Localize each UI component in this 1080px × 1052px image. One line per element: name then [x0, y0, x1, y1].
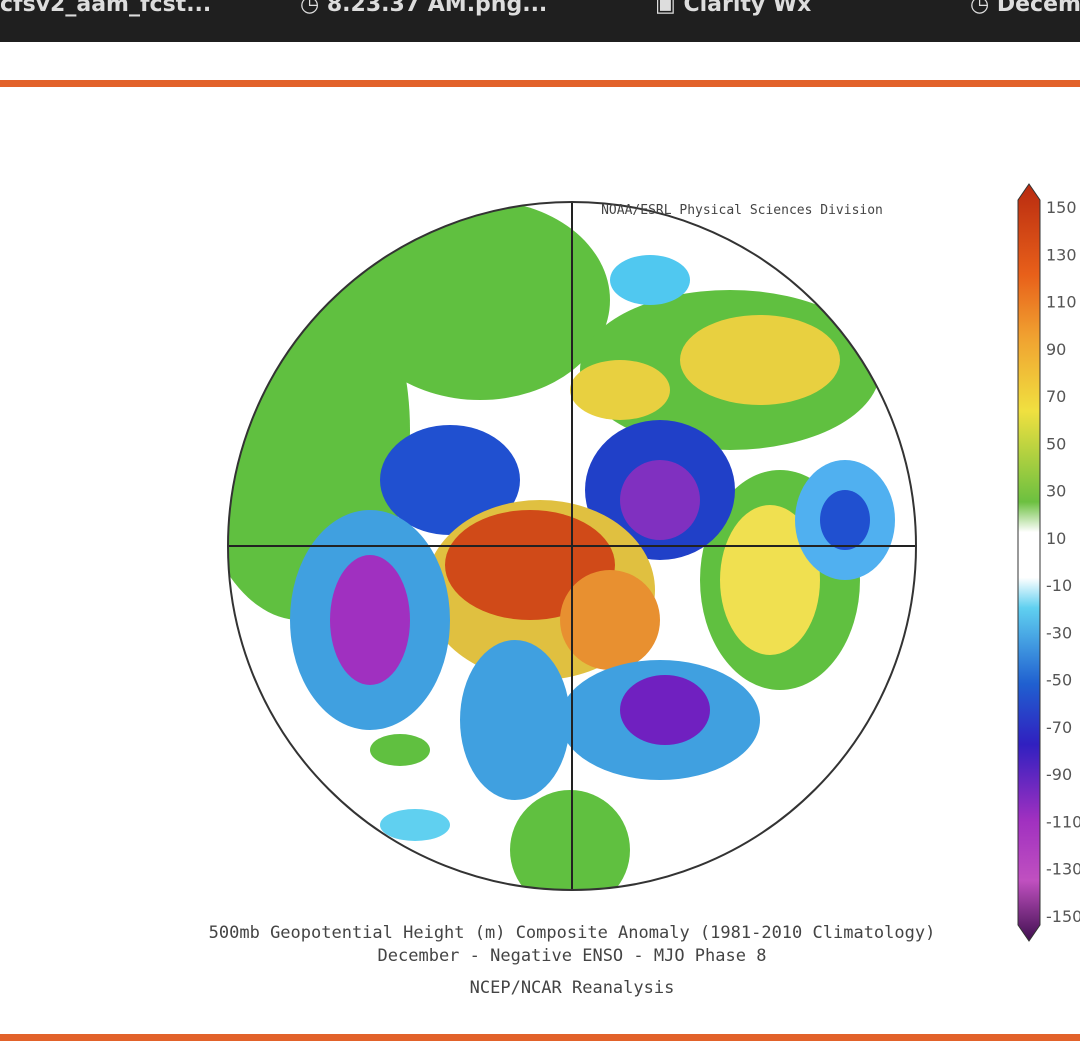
- tab-label: Decem: [996, 0, 1080, 17]
- colorbar-label: 10: [1046, 529, 1066, 548]
- colorbar-labels: 150 130 110 90 70 50 30 10 -10 -30 -50 -70 -90 -110 -1…: [1046, 198, 1080, 926]
- colorbar-label: 150: [1046, 198, 1077, 217]
- colorbar-label: 70: [1046, 387, 1066, 406]
- colorbar-label: -70: [1046, 718, 1072, 737]
- colorbar-label: -150: [1046, 907, 1080, 926]
- colorbar: [1017, 183, 1041, 942]
- colorbar-label: 110: [1046, 293, 1077, 312]
- tab[interactable]: ▣ Clarity Wx: [655, 0, 811, 17]
- caption: NCEP/NCAR Reanalysis: [470, 978, 675, 998]
- divider: [0, 80, 1080, 87]
- tab[interactable]: ◷ 8.23.37 AM.png...: [300, 0, 547, 17]
- caption: December - Negative ENSO - MJO Phase 8: [378, 946, 767, 966]
- colorbar-label: 130: [1046, 245, 1077, 264]
- colorbar-label: 50: [1046, 434, 1066, 453]
- credit: NOAA/ESRL Physical Sciences Division: [601, 203, 883, 218]
- colorbar-label: -10: [1046, 576, 1072, 595]
- tab[interactable]: ◷ Decem: [970, 0, 1080, 17]
- tab-label: 8.23.37 AM.png...: [326, 0, 548, 17]
- colorbar-label: 90: [1046, 340, 1066, 359]
- colorbar-label: -110: [1046, 812, 1080, 831]
- colorbar-label: -130: [1046, 860, 1080, 879]
- colorbar-label: -50: [1046, 671, 1072, 690]
- tab-bar: cfsv2_aam_fcst... ◷ 8.23.37 AM.png... ▣ …: [0, 0, 1080, 42]
- colorbar-label: 30: [1046, 482, 1066, 501]
- tab-label: Clarity Wx: [683, 0, 812, 17]
- caption: 500mb Geopotential Height (m) Composite …: [209, 923, 936, 943]
- tab[interactable]: cfsv2_aam_fcst...: [0, 0, 212, 17]
- map: [228, 202, 916, 890]
- colorbar-label: -90: [1046, 765, 1072, 784]
- colorbar-label: -30: [1046, 623, 1072, 642]
- divider: [0, 1034, 1080, 1041]
